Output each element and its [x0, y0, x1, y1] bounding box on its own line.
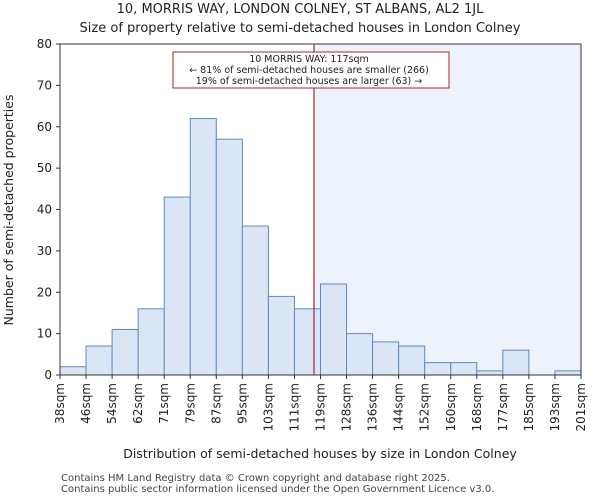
- y-tick-label: 70: [37, 78, 52, 92]
- y-tick-label: 80: [37, 37, 52, 51]
- x-tick-label: 193sqm: [548, 383, 562, 431]
- bar-111sqm: [293, 308, 322, 376]
- chart-subtitle: Size of property relative to semi-detach…: [80, 21, 521, 36]
- x-tick-label: 128sqm: [340, 383, 354, 431]
- x-tick-label: 201sqm: [574, 383, 588, 431]
- bar-119sqm: [320, 283, 348, 376]
- x-tick-label: 87sqm: [209, 383, 223, 424]
- bar-54sqm: [111, 328, 139, 376]
- x-tick-label: 54sqm: [105, 383, 119, 424]
- bar-168sqm: [476, 370, 504, 376]
- x-tick-label: 103sqm: [261, 383, 275, 431]
- y-tick-label: 40: [37, 203, 52, 217]
- x-tick-label: 136sqm: [366, 383, 380, 431]
- bar-103sqm: [267, 295, 295, 376]
- annotation-line-2: ← 81% of semi-detached houses are smalle…: [189, 65, 429, 76]
- annotation-frame: [172, 51, 450, 89]
- bar-152sqm: [424, 362, 452, 376]
- bar-71sqm: [163, 196, 191, 376]
- x-tick-label: 185sqm: [522, 383, 536, 431]
- y-tick-label: 0: [44, 368, 52, 382]
- bar-38sqm: [59, 366, 87, 376]
- y-tick-label: 60: [37, 120, 52, 134]
- histogram-bars: [59, 117, 582, 376]
- x-tick-label: 95sqm: [235, 383, 249, 424]
- x-tick-label: 46sqm: [79, 383, 93, 424]
- x-tick-label: 71sqm: [157, 383, 171, 424]
- y-tick-label: 50: [37, 161, 52, 175]
- footer-copyright: Contains HM Land Registry data © Crown c…: [61, 473, 450, 484]
- larger-region-shade: [313, 44, 581, 375]
- x-tick-label: 144sqm: [392, 383, 406, 431]
- x-tick-label: 111sqm: [287, 383, 301, 431]
- x-axis-label: Distribution of semi-detached houses by …: [123, 446, 517, 461]
- footer-licence: Contains public sector information licen…: [61, 484, 495, 495]
- x-tick-label: 177sqm: [496, 383, 510, 431]
- bar-79sqm: [189, 117, 217, 376]
- x-tick-label: 168sqm: [470, 383, 484, 431]
- x-tick-label: 79sqm: [183, 383, 197, 424]
- x-tick-label: 160sqm: [444, 383, 458, 431]
- bar-144sqm: [398, 345, 426, 376]
- x-tick-label: 119sqm: [314, 383, 328, 431]
- x-tick-label: 62sqm: [131, 383, 145, 424]
- bar-160sqm: [450, 362, 478, 376]
- bar-177sqm: [502, 349, 530, 376]
- y-axis-label: Number of semi-detached properties: [1, 95, 16, 326]
- bar-136sqm: [372, 341, 400, 376]
- x-tick-label: 38sqm: [53, 383, 67, 424]
- bar-46sqm: [85, 345, 113, 376]
- chart-title: 10, MORRIS WAY, LONDON COLNEY, ST ALBANS…: [117, 2, 484, 17]
- bar-95sqm: [241, 225, 269, 376]
- bar-193sqm: [554, 370, 582, 376]
- y-tick-label: 30: [37, 244, 52, 258]
- y-tick-label: 20: [37, 285, 52, 299]
- y-tick-label: 10: [37, 327, 52, 341]
- y-axis-ticks: 0 10 20 30 40 50 60 70 80: [37, 37, 60, 382]
- bar-87sqm: [215, 138, 243, 376]
- x-axis-ticks: 38sqm 46sqm 54sqm 62sqm 71sqm 79sqm 87sqm 95sqm…: [53, 375, 588, 431]
- annotation-box: 10 MORRIS WAY: 117sqm ← 81% of semi-deta…: [172, 51, 450, 89]
- annotation-line-1: 10 MORRIS WAY: 117sqm: [249, 54, 369, 65]
- annotation-line-3: 19% of semi-detached houses are larger (…: [196, 76, 423, 87]
- bar-128sqm: [346, 333, 374, 376]
- bar-62sqm: [137, 308, 165, 376]
- x-tick-label: 152sqm: [418, 383, 432, 431]
